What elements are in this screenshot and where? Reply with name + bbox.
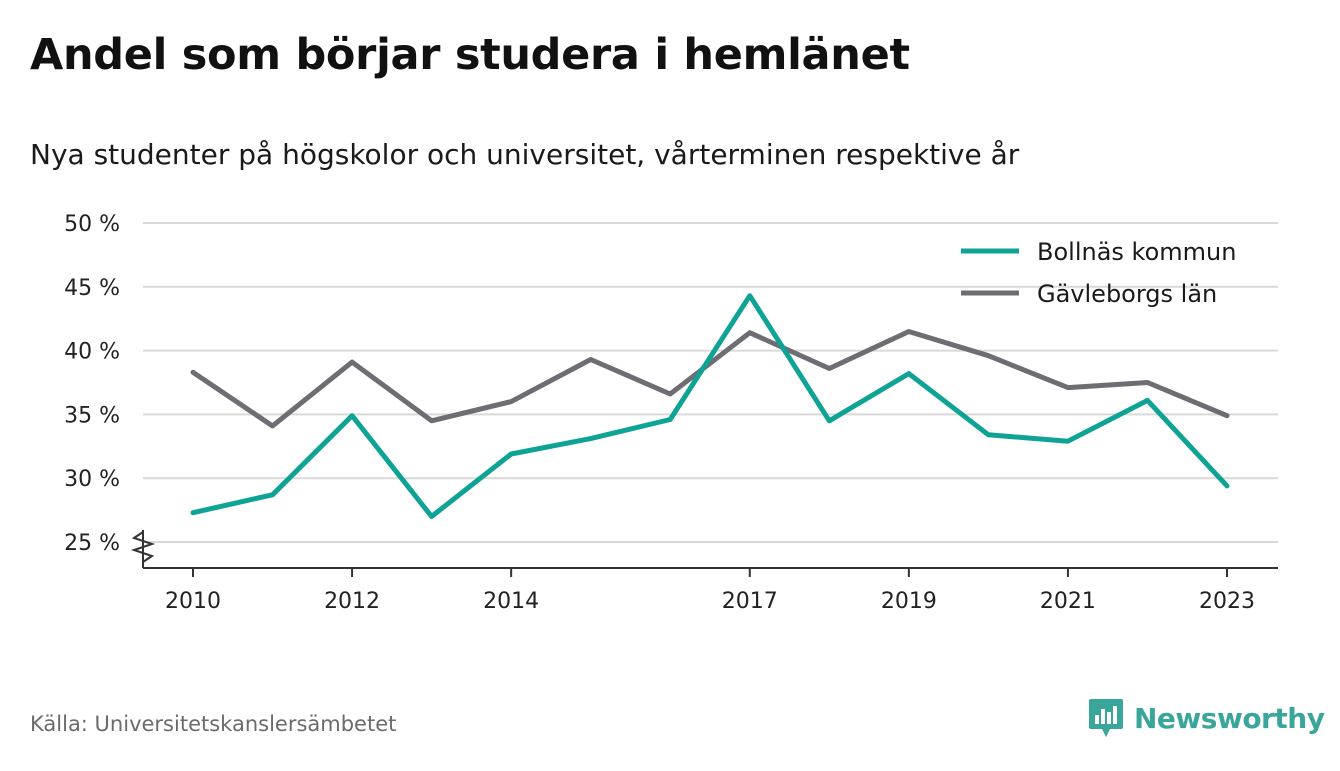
y-tick-label: 25 % [64,531,120,556]
legend-label: Gävleborgs län [1037,280,1217,308]
brand-logo: Newsworthy [1088,697,1325,739]
y-tick-label: 45 % [64,276,120,301]
axis-break-icon [130,531,156,563]
series-line-bollnas [190,293,1230,519]
source-note: Källa: Universitetskanslersämbetet [30,712,397,736]
x-tick-label: 2017 [722,589,778,614]
x-tick-label: 2019 [881,589,937,614]
series-line-gavleborg [190,329,1230,429]
legend-label: Bollnäs kommun [1037,238,1236,266]
y-tick-label: 35 % [64,403,120,428]
chart-subtitle: Nya studenter på högskolor och universit… [30,138,1020,171]
x-tick-label: 2010 [165,589,221,614]
x-tick-label: 2023 [1199,589,1255,614]
brand-name: Newsworthy [1134,701,1325,735]
y-tick-label: 30 % [64,467,120,492]
x-tick-label: 2014 [483,589,539,614]
x-tick-label: 2021 [1040,589,1096,614]
y-tick-label: 40 % [64,340,120,365]
chart-title: Andel som börjar studera i hemlänet [30,30,910,80]
newsworthy-logo-icon [1089,699,1123,737]
y-tick-label: 50 % [64,212,120,237]
x-tick-label: 2012 [324,589,380,614]
